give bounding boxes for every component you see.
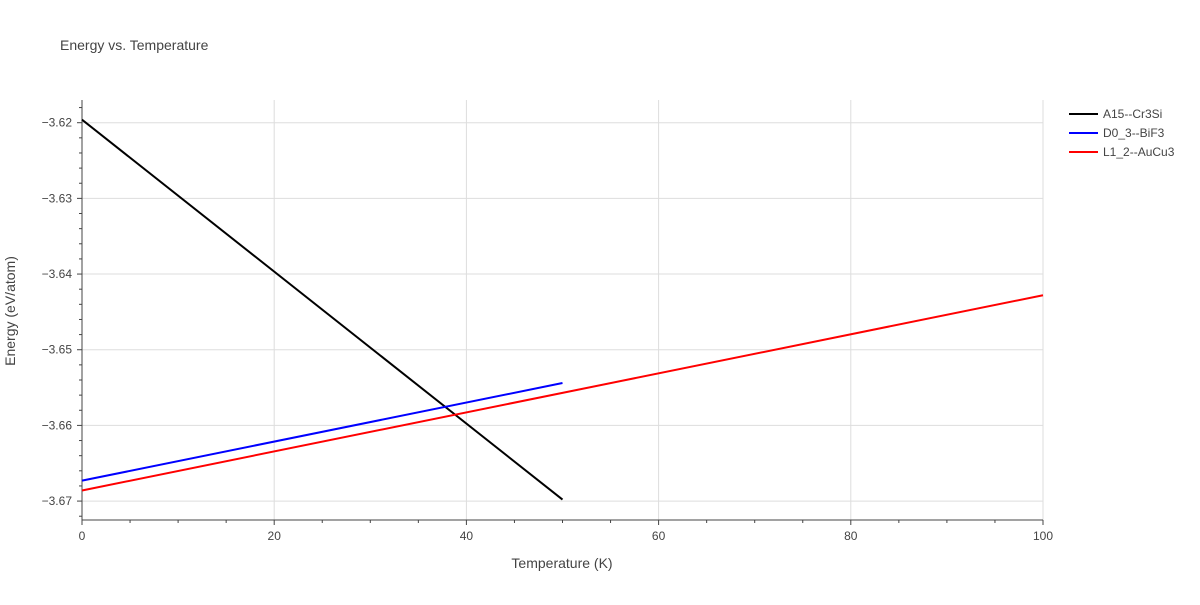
x-axis-title: Temperature (K)	[511, 555, 612, 571]
tick-labels: 0 20 40 60 80 100 −3.62 −3.63 −3.64 −3.65 −3.66 −3.…	[42, 116, 1054, 543]
series-lines[interactable]	[81, 118, 1044, 501]
series-line-A15--Cr3Si[interactable]	[81, 118, 564, 501]
series-line-D0_3--BiF3[interactable]	[81, 382, 563, 482]
legend-label: L1_2--AuCu3	[1103, 145, 1175, 159]
legend-item[interactable]: D0_3--BiF3	[1069, 126, 1165, 140]
legend-label: D0_3--BiF3	[1103, 126, 1165, 140]
x-tick-label: 60	[652, 529, 666, 543]
legend-item[interactable]: L1_2--AuCu3	[1069, 145, 1175, 159]
y-tick-label: −3.63	[42, 191, 73, 205]
grid-lines	[82, 100, 1044, 520]
y-axis-title: Energy (eV/atom)	[2, 256, 18, 366]
series-line-L1_2--AuCu3[interactable]	[81, 294, 1044, 492]
y-tick-label: −3.65	[42, 343, 73, 357]
x-tick-label: 20	[268, 529, 282, 543]
legend[interactable]: A15--Cr3Si D0_3--BiF3 L1_2--AuCu3	[1069, 107, 1175, 159]
y-tick-label: −3.62	[42, 116, 73, 130]
y-tick-label: −3.67	[42, 494, 73, 508]
chart-title: Energy vs. Temperature	[60, 37, 209, 53]
axes	[77, 100, 1044, 525]
x-tick-label: 40	[460, 529, 474, 543]
legend-item[interactable]: A15--Cr3Si	[1069, 107, 1162, 121]
y-tick-label: −3.66	[42, 418, 73, 432]
x-tick-label: 80	[844, 529, 858, 543]
y-tick-label: −3.64	[42, 267, 73, 281]
x-tick-label: 100	[1033, 529, 1053, 543]
x-tick-label: 0	[79, 529, 86, 543]
legend-label: A15--Cr3Si	[1103, 107, 1162, 121]
